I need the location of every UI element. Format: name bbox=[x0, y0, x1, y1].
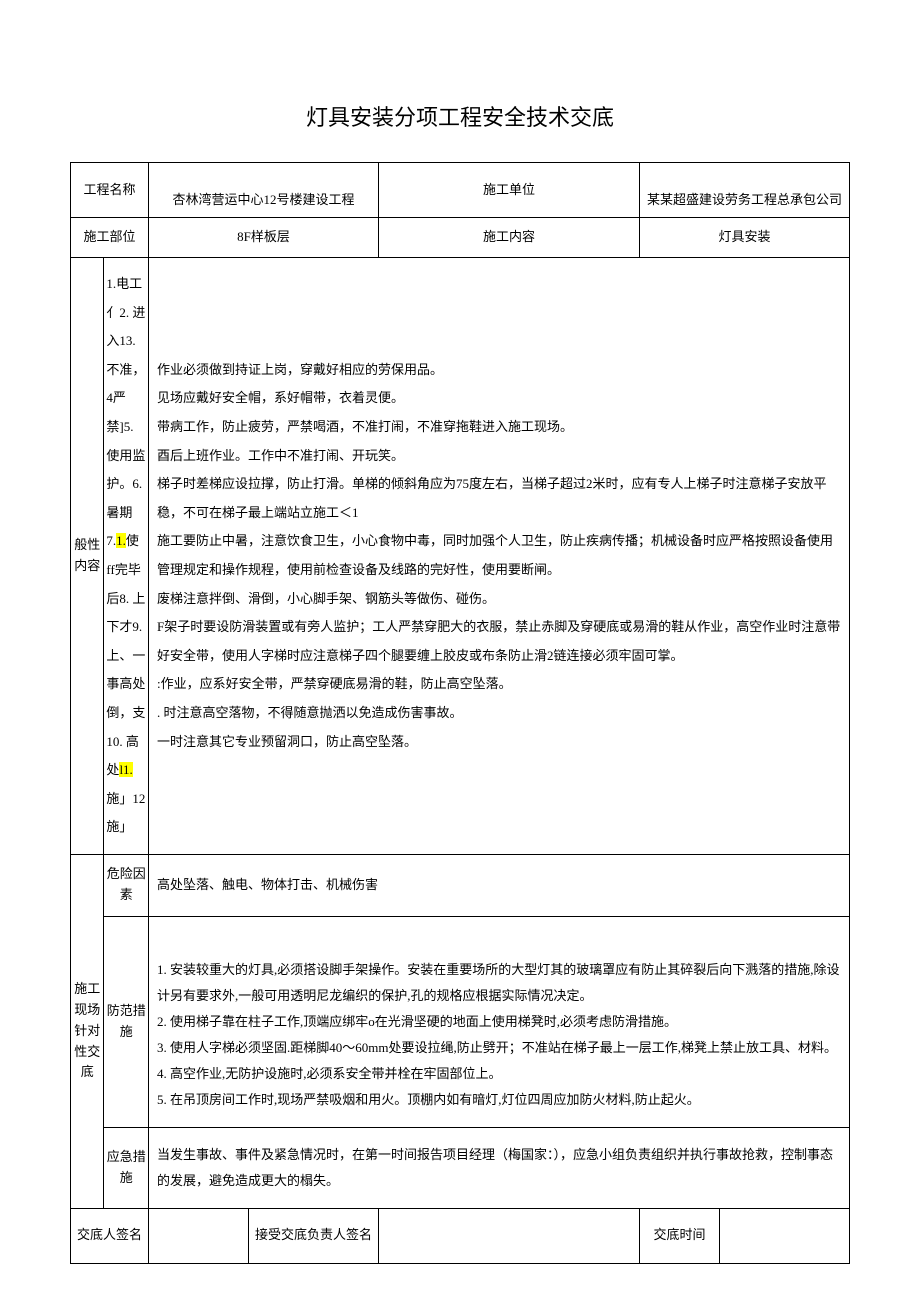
document-title: 灯具安装分项工程安全技术交底 bbox=[70, 100, 850, 132]
emergency-row: 应急措施 当发生事故、事件及紧急情况时，在第一时间报告项目经理（梅国家：），应急… bbox=[71, 1127, 850, 1208]
receiver-label: 接受交底负责人签名 bbox=[249, 1208, 379, 1263]
general-row: 般性内容 1.电工亻2. 进入13. 不准，4严禁]5. 使用监护。6. 暑期7… bbox=[71, 258, 850, 855]
general-content: 作业必须做到持证上岗，穿戴好相应的劳保用品。 见场应戴好安全帽，系好帽带，衣着灵… bbox=[149, 258, 850, 855]
header-row-1: 工程名称 杏林湾营运中心12号楼建设工程 施工单位 某某超盛建设劳务工程总承包公… bbox=[71, 163, 850, 218]
risk-content: 高处坠落、触电、物体打击、机械伤害 bbox=[149, 854, 850, 916]
prevention-row: 防范措施 1. 安装较重大的灯具,必须搭设脚手架操作。安装在重要场所的大型灯其的… bbox=[71, 916, 850, 1127]
time-value bbox=[720, 1208, 850, 1263]
project-name-label: 工程名称 bbox=[71, 163, 149, 218]
emergency-content: 当发生事故、事件及紧急情况时，在第一时间报告项目经理（梅国家：），应急小组负责组… bbox=[149, 1127, 850, 1208]
risk-label: 危险因素 bbox=[104, 854, 149, 916]
disclosure-table: 工程名称 杏林湾营运中心12号楼建设工程 施工单位 某某超盛建设劳务工程总承包公… bbox=[70, 162, 850, 1264]
submitter-value bbox=[149, 1208, 249, 1263]
prevention-content: 1. 安装较重大的灯具,必须搭设脚手架操作。安装在重要场所的大型灯其的玻璃罩应有… bbox=[149, 916, 850, 1127]
construction-unit-value: 某某超盛建设劳务工程总承包公司 bbox=[640, 163, 850, 218]
construction-unit-label: 施工单位 bbox=[379, 163, 640, 218]
time-label: 交底时间 bbox=[640, 1208, 720, 1263]
signature-row: 交底人签名 接受交底负责人签名 交底时间 bbox=[71, 1208, 850, 1263]
header-row-2: 施工部位 8F样板层 施工内容 灯具安装 bbox=[71, 218, 850, 258]
emergency-label: 应急措施 bbox=[104, 1127, 149, 1208]
construction-part-label: 施工部位 bbox=[71, 218, 149, 258]
receiver-value bbox=[379, 1208, 640, 1263]
general-label-2: 1.电工亻2. 进入13. 不准，4严禁]5. 使用监护。6. 暑期7.1.使f… bbox=[104, 258, 149, 855]
general-label-1: 般性内容 bbox=[71, 258, 104, 855]
submitter-label: 交底人签名 bbox=[71, 1208, 149, 1263]
construction-part-value: 8F样板层 bbox=[149, 218, 379, 258]
construction-content-label: 施工内容 bbox=[379, 218, 640, 258]
targeted-label: 施工现场针对性交底 bbox=[71, 854, 104, 1208]
risk-row: 施工现场针对性交底 危险因素 高处坠落、触电、物体打击、机械伤害 bbox=[71, 854, 850, 916]
construction-content-value: 灯具安装 bbox=[640, 218, 850, 258]
project-name-value: 杏林湾营运中心12号楼建设工程 bbox=[149, 163, 379, 218]
prevention-label: 防范措施 bbox=[104, 916, 149, 1127]
